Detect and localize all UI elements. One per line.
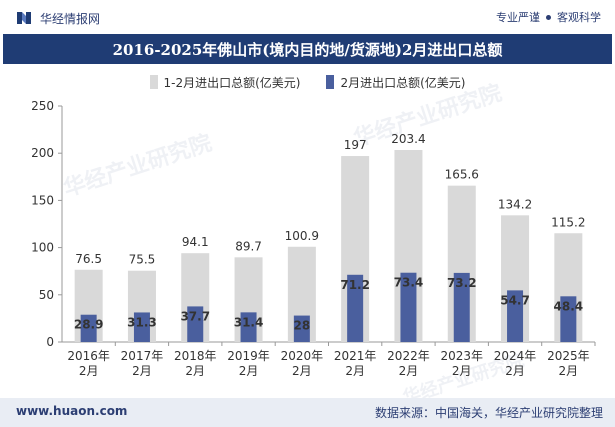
- x-tick-label: 2月: [292, 364, 312, 378]
- motto-right: 客观科学: [557, 11, 601, 24]
- data-label-total: 75.5: [129, 253, 156, 267]
- y-tick-label: 150: [31, 193, 54, 207]
- x-tick-label: 2025年: [547, 349, 590, 363]
- chart-legend: 1-2月进出口总额(亿美元) 2月进出口总额(亿美元): [0, 72, 615, 92]
- x-tick-label: 2月: [452, 364, 472, 378]
- data-label-month: 54.7: [500, 293, 530, 307]
- x-tick-label: 2月: [132, 364, 152, 378]
- bar-month: [293, 315, 310, 342]
- x-tick-label: 2023年: [440, 349, 483, 363]
- data-label-month: 73.4: [394, 276, 424, 290]
- x-tick-label: 2月: [399, 364, 419, 378]
- bar-month: [133, 312, 150, 342]
- x-tick-label: 2020年: [281, 349, 324, 363]
- title-bar: 2016-2025年佛山市(境内目的地/货源地)2月进出口总额: [3, 34, 612, 64]
- data-label-total: 197: [344, 138, 367, 152]
- x-tick-label: 2月: [345, 364, 365, 378]
- chart-title: 2016-2025年佛山市(境内目的地/货源地)2月进出口总额: [112, 40, 503, 59]
- data-label-month: 28.9: [74, 318, 104, 332]
- data-label-total: 76.5: [75, 252, 102, 266]
- legend-label-month: 2月进出口总额(亿美元): [340, 75, 466, 90]
- bar-month: [400, 272, 417, 342]
- x-tick-label: 2月: [559, 364, 579, 378]
- y-tick-label: 200: [31, 146, 54, 160]
- motto: 专业严谨 客观科学: [496, 9, 601, 25]
- data-label-month: 31.3: [127, 315, 157, 329]
- data-label-total: 203.4: [391, 132, 425, 146]
- bar-month: [187, 306, 204, 342]
- bar-month: [240, 312, 257, 342]
- data-label-total: 89.7: [235, 239, 262, 253]
- x-tick-label: 2月: [79, 364, 99, 378]
- x-tick-label: 2022年: [387, 349, 430, 363]
- x-tick-label: 2月: [239, 364, 259, 378]
- brand-name: 华经情报网: [40, 11, 101, 26]
- data-label-month: 31.4: [234, 315, 264, 329]
- data-label-total: 165.6: [445, 168, 479, 182]
- bar-month: [507, 290, 524, 342]
- y-tick-label: 50: [39, 288, 54, 302]
- motto-left: 专业严谨: [496, 11, 540, 24]
- brand[interactable]: 华经情报网: [16, 8, 100, 28]
- data-label-total: 134.2: [498, 197, 532, 211]
- bar-month: [453, 272, 470, 342]
- legend-swatch-month: [326, 75, 335, 89]
- data-label-month: 48.4: [554, 299, 584, 313]
- data-label-total: 115.2: [551, 215, 585, 229]
- x-tick-label: 2024年: [494, 349, 537, 363]
- legend-swatch-total: [149, 75, 158, 89]
- x-tick-label: 2017年: [121, 349, 164, 363]
- y-tick-label: 0: [46, 335, 54, 349]
- legend-label-total: 1-2月进出口总额(亿美元): [163, 75, 301, 90]
- footer-source: 数据来源：中国海关，华经产业研究院整理: [374, 406, 603, 420]
- x-tick-label: 2021年: [334, 349, 377, 363]
- legend-item-total: 1-2月进出口总额(亿美元): [149, 74, 301, 91]
- y-tick-label: 250: [31, 99, 54, 113]
- data-label-total: 100.9: [285, 229, 319, 243]
- bar-month: [347, 274, 364, 342]
- top-bar: 华经情报网 专业严谨 客观科学: [0, 0, 615, 34]
- y-tick-label: 100: [31, 241, 54, 255]
- x-tick-label: 2018年: [174, 349, 217, 363]
- data-label-month: 71.2: [340, 278, 370, 292]
- bar-chart: 05010015020025076.528.92016年2月75.531.320…: [31, 99, 596, 378]
- x-tick-label: 2019年: [227, 349, 270, 363]
- footer: www.huaon.com 数据来源：中国海关，华经产业研究院整理: [0, 398, 615, 427]
- data-label-month: 28: [293, 319, 310, 333]
- bar-month: [560, 296, 577, 342]
- legend-item-month: 2月进出口总额(亿美元): [326, 74, 465, 91]
- x-tick-label: 2月: [505, 364, 525, 378]
- footer-website-link[interactable]: www.huaon.com: [16, 404, 128, 418]
- data-label-total: 94.1: [182, 235, 209, 249]
- x-tick-label: 2月: [185, 364, 205, 378]
- x-tick-label: 2016年: [67, 349, 110, 363]
- separator-dot-icon: [546, 14, 551, 20]
- data-label-month: 73.2: [447, 276, 477, 290]
- data-label-month: 37.7: [180, 309, 210, 323]
- bar-month: [80, 314, 97, 342]
- brand-logo-icon: [16, 10, 32, 26]
